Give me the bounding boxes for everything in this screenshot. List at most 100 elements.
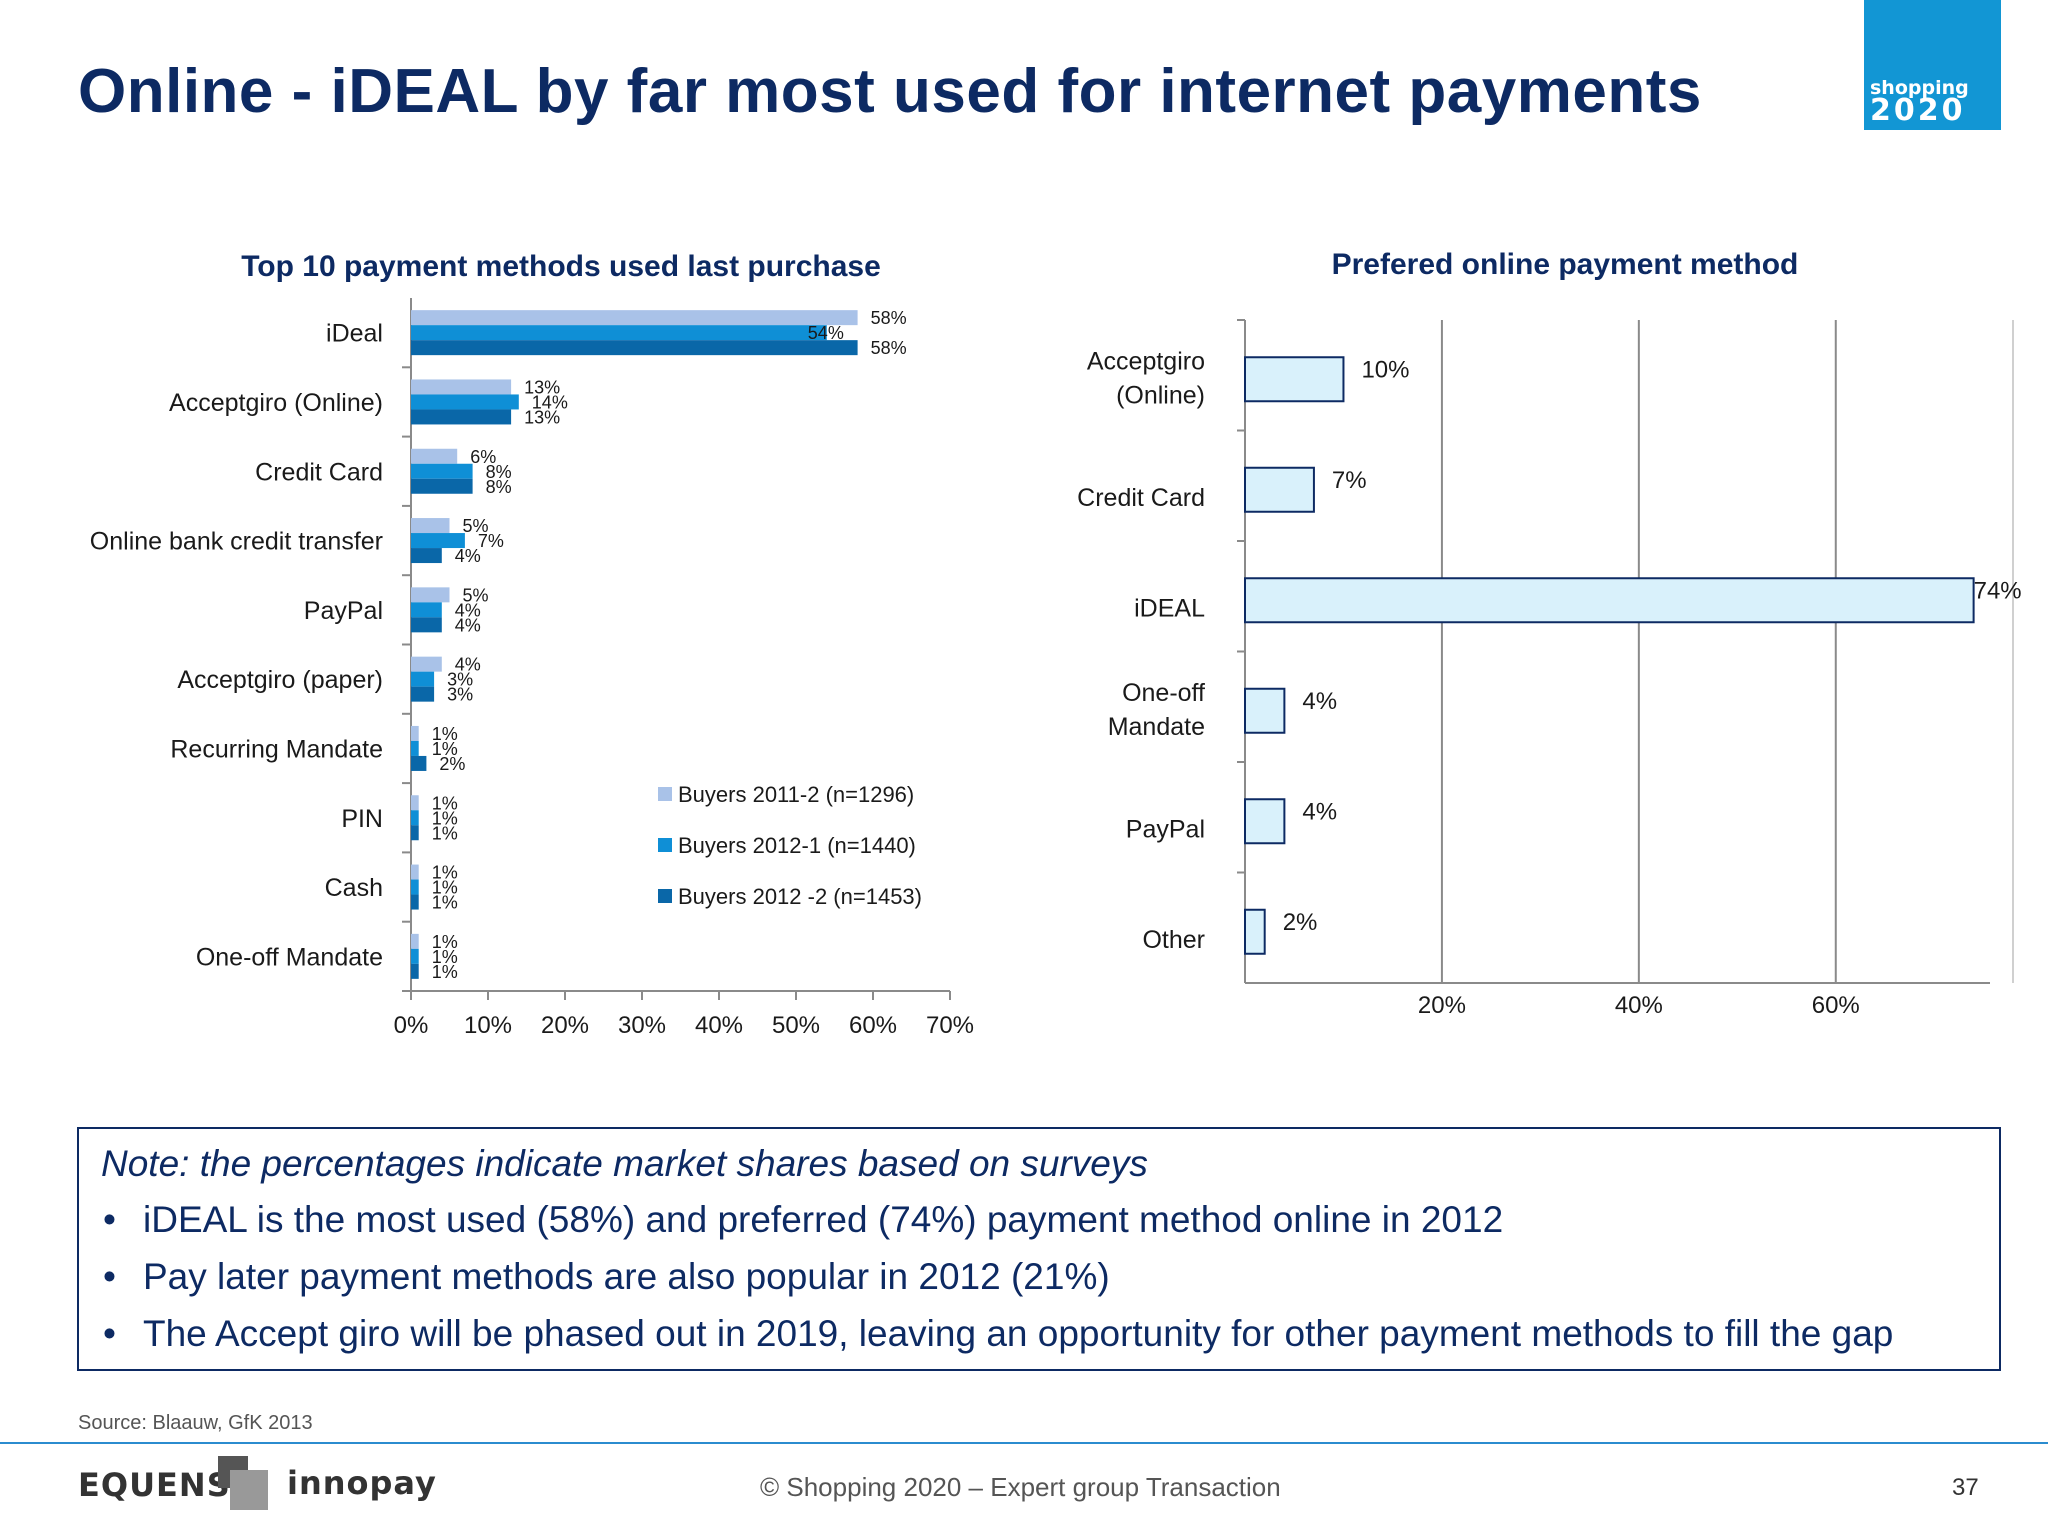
bar <box>411 617 442 633</box>
category-label: Recurring Mandate <box>170 735 383 763</box>
note-bullet: • iDEAL is the most used (58%) and prefer… <box>101 1199 1893 1256</box>
bar <box>411 755 427 771</box>
bar <box>411 825 419 841</box>
x-tick-label: 60% <box>849 1012 897 1039</box>
data-label: 1% <box>432 878 458 898</box>
note-heading: Note: the percentages indicate market sh… <box>101 1143 1148 1184</box>
legend-swatch <box>658 889 672 903</box>
shopping-2020-logo: shopping 2020 <box>1864 0 2001 130</box>
bar <box>411 394 519 410</box>
bullet-glyph: • <box>103 1313 116 1354</box>
category-label: Acceptgiro (paper) <box>177 666 383 694</box>
bar <box>1244 577 1975 624</box>
data-label: 1% <box>432 739 458 759</box>
data-label: 2% <box>1283 909 1318 936</box>
data-label: 1% <box>432 793 458 813</box>
logo-line-1: shopping <box>1870 77 1969 99</box>
data-label: 13% <box>524 407 560 427</box>
note-box: Note: the percentages indicate market sh… <box>77 1127 2001 1371</box>
bar <box>411 656 442 672</box>
bar <box>411 448 458 464</box>
bar <box>411 463 473 479</box>
bar <box>1244 798 1286 845</box>
legend-label: Buyers 2012-1 (n=1440) <box>678 833 916 858</box>
x-tick-label: 10% <box>464 1012 512 1039</box>
data-label: 8% <box>486 477 512 497</box>
x-tick-label: 40% <box>1615 992 1663 1019</box>
legend-label: Buyers 2011-2 (n=1296) <box>678 782 914 807</box>
category-label: One-off <box>1122 679 1205 707</box>
category-label: iDEAL <box>1134 594 1205 622</box>
bar <box>411 379 512 395</box>
chart-title: Top 10 payment methods used last purchas… <box>241 250 881 283</box>
data-label: 10% <box>1361 356 1409 383</box>
x-tick-label: 60% <box>1812 992 1860 1019</box>
bar <box>411 879 419 895</box>
x-tick-label: 0% <box>394 1012 429 1039</box>
innopay-logo: innopay <box>287 1464 437 1502</box>
data-label: 4% <box>1302 688 1337 715</box>
category-label: PIN <box>341 805 383 833</box>
category-label: Other <box>1142 926 1205 954</box>
bar <box>411 518 450 534</box>
data-label: 1% <box>432 863 458 883</box>
bar <box>411 948 419 964</box>
slide-title: Online - iDEAL by far most used for inte… <box>78 57 1702 126</box>
bar <box>1244 466 1315 513</box>
category-label: Acceptgiro <box>1087 347 1205 375</box>
x-tick-label: 20% <box>541 1012 589 1039</box>
bar <box>411 340 858 356</box>
data-label: 1% <box>432 893 458 913</box>
category-label: Cash <box>325 874 383 902</box>
data-label: 4% <box>455 615 481 635</box>
bar <box>411 325 827 341</box>
category-label: Mandate <box>1108 713 1205 741</box>
bar <box>411 671 435 687</box>
note-bullet-list: • iDEAL is the most used (58%) and prefer… <box>101 1199 1893 1370</box>
category-label: Credit Card <box>255 458 383 486</box>
bar <box>411 587 450 603</box>
bar <box>411 602 442 618</box>
bar <box>1244 687 1286 734</box>
note-bullet-text: The Accept giro will be phased out in 20… <box>143 1313 1894 1354</box>
bar <box>411 864 419 880</box>
note-bullet-text: Pay later payment methods are also popul… <box>143 1256 1110 1297</box>
category-label: Acceptgiro (Online) <box>169 389 383 417</box>
data-label: 74% <box>1974 577 2022 604</box>
footer-copyright: © Shopping 2020 – Expert group Transacti… <box>760 1472 1281 1502</box>
x-tick-label: 50% <box>772 1012 820 1039</box>
bar <box>411 686 435 702</box>
data-label: 2% <box>439 754 465 774</box>
bar <box>411 310 858 326</box>
bar <box>411 725 419 741</box>
data-label: 4% <box>455 546 481 566</box>
data-label: 1% <box>432 724 458 744</box>
bar <box>1244 908 1266 955</box>
bar <box>411 894 419 910</box>
bullet-glyph: • <box>103 1256 116 1297</box>
data-label: 7% <box>1332 467 1367 494</box>
bar <box>411 533 465 549</box>
data-label: 5% <box>463 516 489 536</box>
paysquare-logo <box>218 1456 268 1510</box>
category-label: Online bank credit transfer <box>90 528 383 556</box>
bar <box>411 795 419 811</box>
legend-swatch <box>658 787 672 801</box>
bar <box>411 409 512 425</box>
data-label: 4% <box>455 655 481 675</box>
x-tick-label: 70% <box>926 1012 974 1039</box>
category-label: Credit Card <box>1077 484 1205 512</box>
legend-label: Buyers 2012 -2 (n=1453) <box>678 884 922 909</box>
data-label: 58% <box>871 338 907 358</box>
category-label: (Online) <box>1116 381 1205 409</box>
category-label: iDeal <box>326 320 383 348</box>
x-tick-label: 40% <box>695 1012 743 1039</box>
bar <box>1244 356 1345 403</box>
note-bullet: • Pay later payment methods are also popu… <box>101 1256 1893 1313</box>
data-label: 3% <box>447 685 473 705</box>
logo-line-2: 2020 <box>1870 93 1966 128</box>
data-label: 7% <box>478 531 504 551</box>
